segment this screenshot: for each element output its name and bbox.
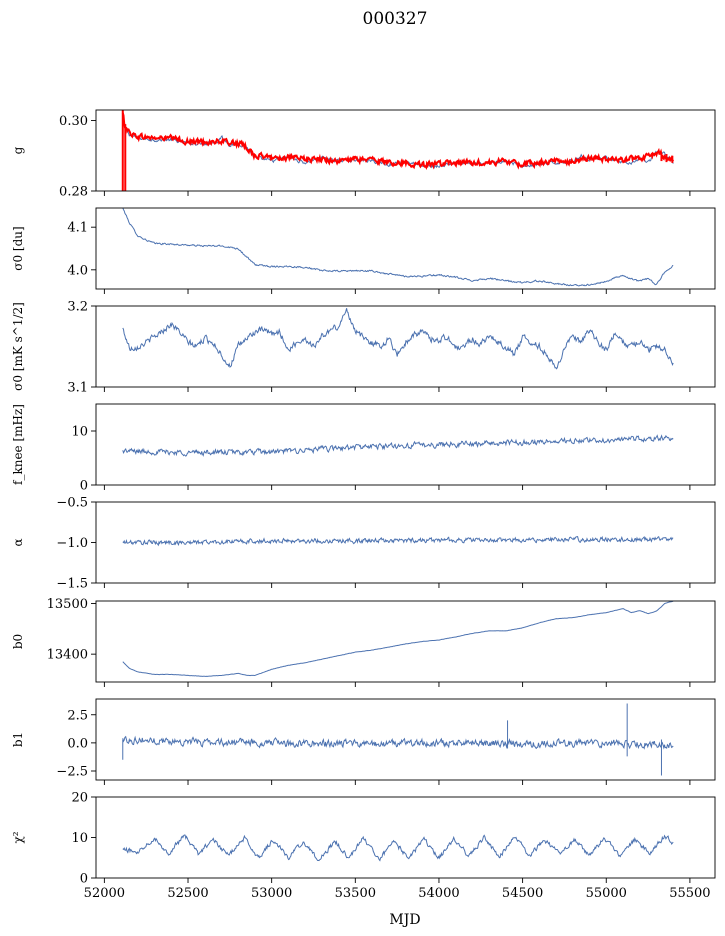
y-tick-label: 13500 <box>47 597 88 612</box>
y-tick-label: 3.1 <box>67 381 88 396</box>
x-tick-label: 54500 <box>502 886 543 901</box>
figure-title: 000327 <box>363 9 428 29</box>
panels-group: 0.28 0.30 g 4.0 4.1 σ0 [du] 3.1 3.2 σ0 [mK s^1/2… <box>11 109 716 901</box>
y-tick-label: 10 <box>71 831 88 846</box>
axes-frame <box>95 796 716 879</box>
y-tick-label: 4.1 <box>67 221 88 236</box>
y-tick-label: −0.5 <box>56 496 88 511</box>
y-tick-label: 0 <box>80 872 88 887</box>
axes-frame <box>95 600 716 683</box>
x-tick-label: 53000 <box>251 886 292 901</box>
panel-7: −2.5 0.0 2.5 b1 <box>11 698 716 785</box>
series-line-fknee <box>122 434 674 457</box>
y-axis-label: b1 <box>11 732 25 747</box>
panel-6: 13400 13500 b0 <box>11 597 716 687</box>
panel-2: 4.0 4.1 σ0 [du] <box>11 207 716 294</box>
y-axis-label: b0 <box>11 634 25 649</box>
axes-frame <box>95 698 716 781</box>
y-tick-label: 0.0 <box>67 736 88 751</box>
y-axis-label: g <box>11 146 25 154</box>
y-axis-label: σ0 [du] <box>11 226 25 270</box>
y-tick-label: 4.0 <box>67 263 88 278</box>
y-axis-label: σ0 [mK s^1/2] <box>11 302 25 391</box>
y-axis-label: f_knee [mHz] <box>11 404 25 485</box>
axes-frame <box>95 403 716 486</box>
panel-1: 0.28 0.30 g <box>11 109 716 200</box>
panel-4: 0 10 f_knee [mHz] <box>11 403 716 494</box>
series-line-b1 <box>122 735 674 750</box>
y-tick-label: −2.5 <box>56 765 88 780</box>
axes-frame <box>95 207 716 290</box>
x-tick-label: 55000 <box>586 886 627 901</box>
series-line-b0 <box>122 601 674 677</box>
y-tick-label: 2.5 <box>67 708 88 723</box>
y-tick-label: 13400 <box>47 648 88 663</box>
y-tick-label: 0.30 <box>59 114 88 129</box>
axes-frame <box>95 109 716 192</box>
panel-8: 0 10 20 52000 52500 53000 53500 54000 54500 55000… <box>11 791 716 901</box>
y-tick-label: 3.2 <box>67 300 88 315</box>
panel-5: −1.5 −1.0 −0.5 α <box>11 496 716 592</box>
y-axis-label: χ² <box>11 831 25 843</box>
x-tick-label: 54000 <box>418 886 459 901</box>
series-line-g model <box>121 112 675 170</box>
x-tick-label: 53500 <box>335 886 376 901</box>
x-tick-label: 55500 <box>669 886 710 901</box>
y-tick-label: 20 <box>71 791 88 806</box>
series-line-sigma0_du <box>122 208 674 287</box>
y-tick-label: −1.0 <box>56 536 88 551</box>
series-line-sigma0_mK <box>122 308 674 370</box>
y-tick-label: 0 <box>80 479 88 494</box>
y-tick-label: −1.5 <box>56 577 88 592</box>
x-axis-label: MJD <box>389 912 420 928</box>
y-axis-label: α <box>11 538 25 546</box>
axes-frame <box>95 305 716 388</box>
series-line-alpha <box>122 535 674 547</box>
x-tick-label: 52500 <box>167 886 208 901</box>
x-tick-label: 52000 <box>84 886 125 901</box>
series-line-chi2 <box>122 834 674 862</box>
panel-3: 3.1 3.2 σ0 [mK s^1/2] <box>11 300 716 396</box>
y-tick-label: 10 <box>71 425 88 440</box>
y-tick-label: 0.28 <box>59 185 88 200</box>
